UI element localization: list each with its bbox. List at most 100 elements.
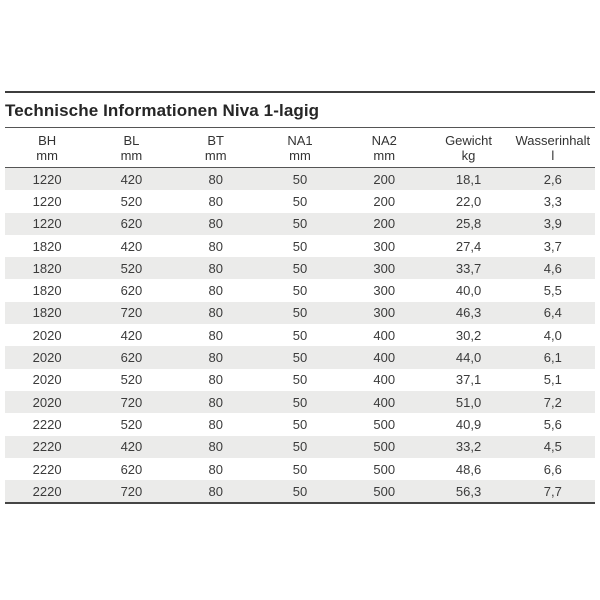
table-row: 1220 620 80 50 200 25,8 3,9 <box>5 212 595 235</box>
table-cell: 25,8 <box>455 216 482 232</box>
table-cell: 30,2 <box>455 327 482 343</box>
table-cell: 6,6 <box>543 461 562 477</box>
table-cell: 40,0 <box>455 283 482 299</box>
table-cell: 2020 <box>32 372 62 388</box>
table-row: 2020 520 80 50 400 37,1 5,1 <box>5 369 595 391</box>
table-cell: 50 <box>292 193 308 209</box>
table-cell: 620 <box>120 461 143 477</box>
table-cell: 520 <box>120 260 143 276</box>
table-cell: 80 <box>208 416 223 432</box>
table-cell: 80 <box>208 238 223 254</box>
table-cell: 50 <box>292 260 308 276</box>
table-cell: 50 <box>292 439 308 455</box>
table-cell: 3,3 <box>543 193 562 209</box>
table-cell: 50 <box>292 350 308 366</box>
table-title: Technische Informationen Niva 1-lagig <box>5 101 320 120</box>
table-cell: 4,0 <box>543 327 562 343</box>
table-cell: 500 <box>373 439 396 455</box>
table-cell: 720 <box>120 305 143 321</box>
table-cell: 1820 <box>32 260 62 276</box>
table-cell: 200 <box>373 171 396 187</box>
table-cell: 200 <box>373 193 396 209</box>
column-unit: mm <box>289 148 311 163</box>
table-cell: 4,6 <box>543 260 562 276</box>
table-cell: 80 <box>208 439 223 455</box>
table-cell: 1220 <box>32 171 62 187</box>
column-unit: l <box>551 148 555 163</box>
table-cell: 300 <box>373 260 396 276</box>
table-cell: 620 <box>120 350 143 366</box>
table-cell: 50 <box>292 283 308 299</box>
table-row: 1820 620 80 50 300 40,0 5,5 <box>5 279 595 301</box>
table-cell: 300 <box>373 238 396 254</box>
column-label: BL <box>123 133 140 148</box>
table-cell: 80 <box>208 483 223 499</box>
table-cell: 80 <box>208 327 223 343</box>
table-cell: 420 <box>120 439 143 455</box>
table-cell: 18,1 <box>455 171 482 187</box>
column-unit: mm <box>36 148 58 163</box>
table-row: 2020 620 80 50 400 44,0 6,1 <box>5 346 595 369</box>
table-row: 1820 420 80 50 300 27,4 3,7 <box>5 235 595 257</box>
column-label: Wasserinhalt <box>515 133 591 148</box>
table-cell: 7,7 <box>543 483 562 499</box>
column-unit: kg <box>461 148 476 163</box>
table-cell: 50 <box>292 483 308 499</box>
table-row: 2020 720 80 50 400 51,0 7,2 <box>5 390 595 414</box>
table-row: 2020 420 80 50 400 30,2 4,0 <box>5 324 595 346</box>
table-cell: 50 <box>292 216 308 232</box>
table-cell: 5,6 <box>543 416 562 432</box>
table-cell: 400 <box>373 372 396 388</box>
table-cell: 80 <box>208 193 223 209</box>
table-cell: 50 <box>292 461 308 477</box>
table-cell: 3,9 <box>543 216 562 232</box>
divider-under-title <box>5 127 595 128</box>
table-cell: 400 <box>373 350 396 366</box>
table-cell: 400 <box>373 394 396 410</box>
table-cell: 50 <box>292 416 308 432</box>
column-unit: mm <box>120 148 143 163</box>
table-cell: 1820 <box>32 238 62 254</box>
column-unit: mm <box>373 148 396 163</box>
table-row: 2220 520 80 50 500 40,9 5,6 <box>5 413 595 435</box>
table-cell: 80 <box>208 216 223 232</box>
table-cell: 6,4 <box>543 305 562 321</box>
table-cell: 3,7 <box>543 238 562 254</box>
table-cell: 620 <box>120 216 143 232</box>
table-cell: 520 <box>120 372 143 388</box>
column-header: Wasserinhalt l <box>511 133 595 163</box>
table-cell: 5,1 <box>543 372 562 388</box>
table-cell: 80 <box>208 260 223 276</box>
column-label: NA1 <box>287 133 313 148</box>
table-cell: 5,5 <box>543 283 562 299</box>
table-cell: 500 <box>373 483 396 499</box>
table-row: 1820 520 80 50 300 33,7 4,6 <box>5 257 595 280</box>
table-cell: 1820 <box>32 283 62 299</box>
table-cell: 40,9 <box>455 416 482 432</box>
table-cell: 300 <box>373 283 396 299</box>
table-cell: 56,3 <box>455 483 482 499</box>
table-cell: 2,6 <box>543 171 562 187</box>
table-cell: 48,6 <box>455 461 482 477</box>
table-cell: 2220 <box>32 439 62 455</box>
divider-under-header <box>5 167 595 168</box>
table-row: 1220 520 80 50 200 22,0 3,3 <box>5 190 595 212</box>
column-unit: mm <box>204 148 227 163</box>
table-cell: 500 <box>373 416 396 432</box>
table-cell: 80 <box>208 305 223 321</box>
table-cell: 44,0 <box>455 350 482 366</box>
table-cell: 2020 <box>32 350 62 366</box>
table-cell: 46,3 <box>455 305 482 321</box>
column-label: Gewicht <box>445 133 493 148</box>
table-cell: 2020 <box>32 327 62 343</box>
table-cell: 520 <box>120 416 143 432</box>
table-cell: 420 <box>120 327 143 343</box>
table-cell: 520 <box>120 193 143 209</box>
column-header: Gewicht kg <box>426 133 510 163</box>
table-cell: 33,7 <box>455 260 482 276</box>
table-header-row: BH mm BL mm BT mm NA1 mm NA2 mm Gewicht kg Wasserinh… <box>5 128 595 167</box>
table-cell: 80 <box>208 394 223 410</box>
table-cell: 1220 <box>32 193 62 209</box>
table-cell: 500 <box>373 461 396 477</box>
table-cell: 620 <box>120 283 143 299</box>
